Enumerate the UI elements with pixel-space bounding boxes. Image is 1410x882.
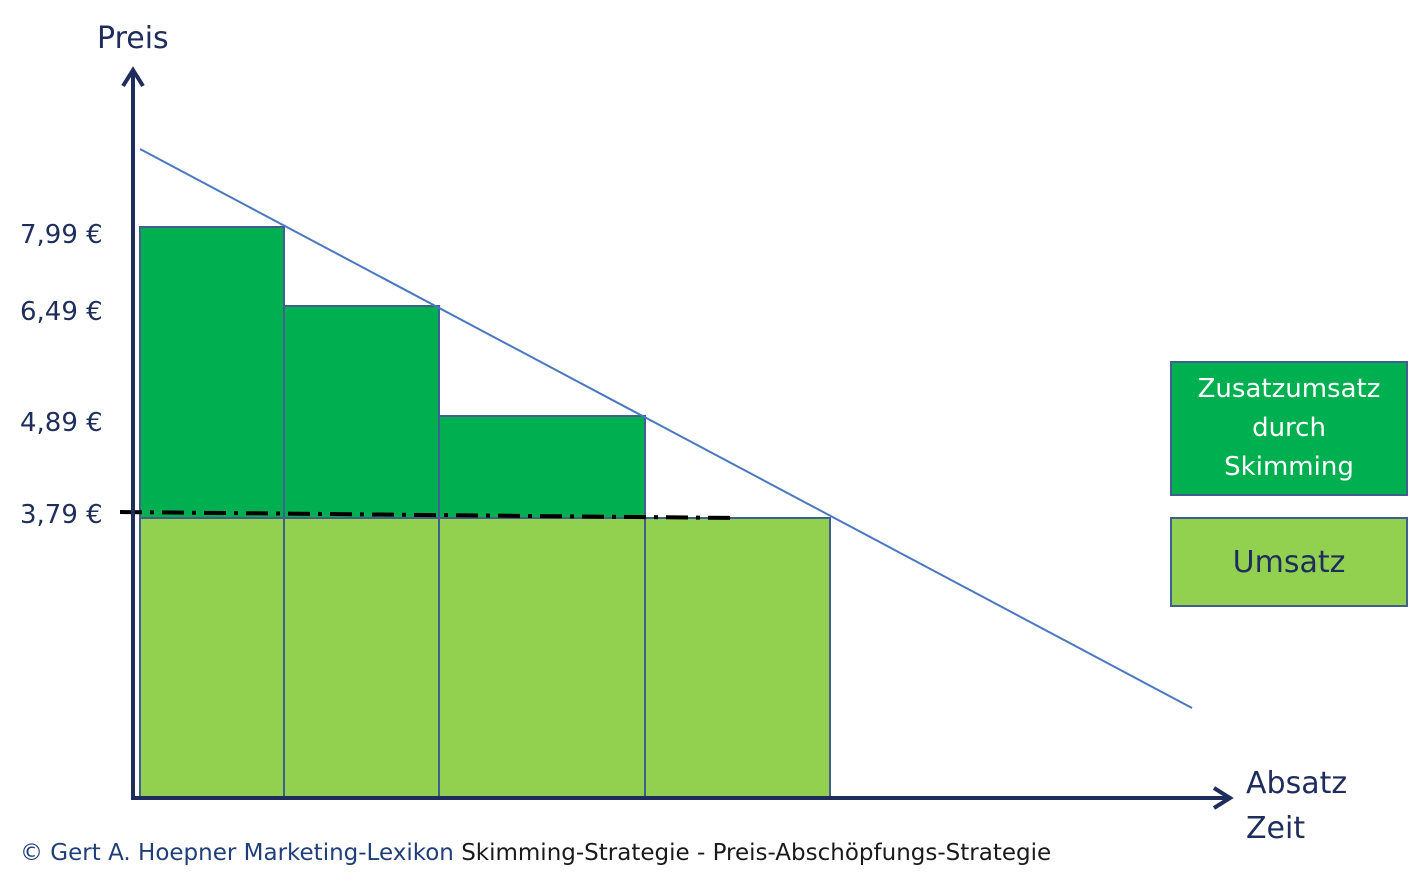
price-tick-label: 3,79 €	[20, 500, 103, 530]
legend-line: Zusatzumsatz	[1197, 374, 1381, 404]
y-axis-label: Preis	[97, 21, 169, 56]
legend-umsatz-label: Umsatz	[1232, 544, 1346, 580]
demand-line	[139, 148, 1193, 709]
legend-line: durch	[1252, 413, 1326, 443]
umsatz-block-1	[139, 517, 285, 799]
umsatz-block-3	[438, 517, 646, 799]
skimming-block-2	[283, 305, 440, 519]
price-tick-label: 4,89 €	[20, 408, 103, 438]
legend-line: Skimming	[1224, 452, 1354, 482]
umsatz-block-2	[283, 517, 440, 799]
base-price-line	[119, 510, 739, 520]
legend-zusatzumsatz-label: Zusatzumsatz durch Skimming	[1189, 370, 1389, 487]
skimming-block-1	[139, 226, 285, 519]
x-axis-arrow-icon	[1212, 786, 1234, 810]
price-tick-label: 6,49 €	[20, 297, 103, 327]
x-axis-label-zeit: Zeit	[1246, 811, 1305, 846]
price-tick-label: 7,99 €	[20, 220, 103, 250]
x-axis-label-absatz: Absatz	[1246, 766, 1347, 801]
legend-umsatz: Umsatz	[1170, 517, 1408, 607]
footer-caption: © Gert A. Hoepner Marketing-Lexikon Skim…	[20, 840, 1051, 866]
legend-zusatzumsatz: Zusatzumsatz durch Skimming	[1170, 361, 1408, 496]
y-axis-arrow-icon	[121, 66, 145, 88]
footer-title: Skimming-Strategie - Preis-Abschöpfungs-…	[461, 840, 1052, 866]
footer-copyright: © Gert A. Hoepner Marketing-Lexikon	[20, 840, 454, 866]
skimming-block-3	[438, 415, 646, 519]
umsatz-block-4	[644, 517, 831, 799]
